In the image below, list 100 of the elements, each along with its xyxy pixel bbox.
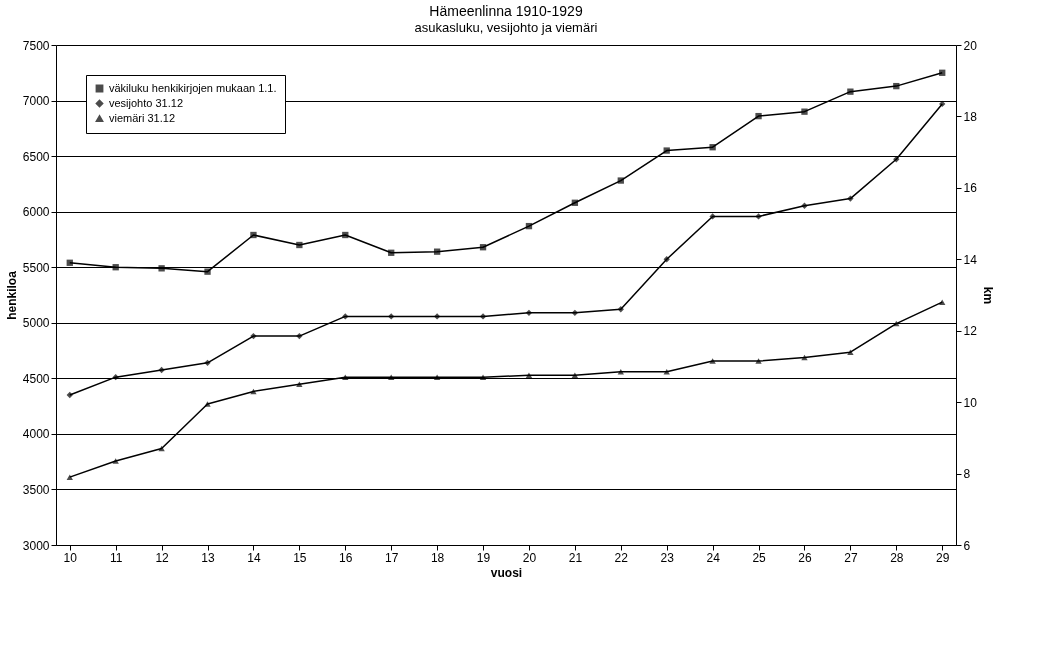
x-tick-label: 18 bbox=[430, 550, 445, 565]
point bbox=[388, 313, 395, 320]
point bbox=[479, 313, 487, 320]
point bbox=[847, 88, 854, 95]
chart-subtitle: asukasluku, vesijohto ja viemäri bbox=[414, 20, 598, 35]
point bbox=[250, 388, 257, 395]
point bbox=[158, 265, 165, 272]
x-tick-label: 19 bbox=[476, 550, 491, 565]
y-tick-label: 4500 bbox=[22, 371, 50, 386]
point bbox=[112, 458, 119, 464]
x-tick-label: 13 bbox=[201, 550, 216, 565]
point bbox=[709, 213, 716, 220]
y-tick-label: 5000 bbox=[22, 316, 50, 331]
x-tick-label: 16 bbox=[339, 550, 353, 565]
point bbox=[388, 249, 395, 256]
point bbox=[204, 359, 211, 367]
point bbox=[433, 313, 441, 320]
point bbox=[204, 401, 211, 407]
point bbox=[112, 264, 119, 271]
point bbox=[709, 144, 716, 151]
y-tick-label: 3000 bbox=[22, 538, 50, 553]
x-tick-label: 22 bbox=[614, 550, 629, 565]
point bbox=[342, 313, 349, 320]
x-tick-label: 29 bbox=[936, 550, 950, 565]
y-tick-label: 7500 bbox=[22, 38, 50, 53]
point bbox=[571, 309, 579, 317]
x-tick-label: 27 bbox=[844, 550, 858, 565]
point bbox=[617, 369, 624, 375]
chart-title: Hämeenlinna 1910-1929 bbox=[429, 3, 583, 19]
legend-label: viemäri 31.12 bbox=[109, 111, 176, 124]
x-tick-label: 20 bbox=[522, 550, 537, 565]
point bbox=[663, 369, 670, 375]
y-tick-label: 4000 bbox=[22, 427, 50, 442]
point bbox=[939, 299, 946, 305]
point bbox=[158, 445, 165, 452]
point bbox=[617, 306, 624, 313]
x-tick-label: 10 bbox=[63, 550, 78, 565]
x-tick-label: 11 bbox=[109, 550, 123, 565]
point bbox=[939, 100, 946, 108]
point bbox=[525, 372, 533, 379]
point bbox=[433, 374, 441, 380]
point bbox=[755, 112, 762, 120]
point bbox=[204, 268, 211, 275]
point bbox=[66, 391, 73, 399]
y2-tick-label: 6 bbox=[963, 538, 971, 553]
point bbox=[801, 202, 808, 209]
point bbox=[571, 199, 579, 206]
y2-tick-label: 12 bbox=[963, 324, 978, 339]
x-axis-title: vuosi bbox=[490, 565, 523, 580]
point bbox=[525, 222, 533, 230]
x-tick-label: 28 bbox=[890, 550, 904, 565]
point bbox=[801, 108, 808, 115]
y-axis-title: henkiloa bbox=[4, 270, 19, 320]
point bbox=[66, 474, 73, 480]
point bbox=[893, 156, 900, 163]
point bbox=[112, 373, 119, 381]
point bbox=[847, 195, 854, 202]
y-tick-label: 6500 bbox=[22, 149, 50, 164]
x-tick-label: 14 bbox=[247, 550, 261, 565]
point bbox=[250, 332, 257, 340]
point bbox=[479, 374, 487, 380]
y2-tick-label: 10 bbox=[963, 395, 978, 410]
y2-tick-label: 20 bbox=[963, 38, 978, 53]
x-tick-label: 26 bbox=[798, 550, 812, 565]
y-tick-label: 6000 bbox=[22, 205, 50, 220]
point bbox=[663, 147, 670, 154]
point bbox=[893, 82, 900, 90]
x-tick-label: 17 bbox=[385, 550, 399, 565]
point bbox=[388, 374, 395, 380]
point bbox=[571, 372, 579, 379]
y2-tick-label: 8 bbox=[963, 467, 971, 482]
y2-tick-label: 16 bbox=[963, 181, 978, 196]
point bbox=[433, 248, 441, 255]
point bbox=[939, 69, 946, 76]
legend-label: vesijohto 31.12 bbox=[109, 96, 183, 109]
y2-tick-label: 14 bbox=[963, 252, 978, 267]
point bbox=[296, 241, 303, 249]
point bbox=[801, 354, 808, 361]
point bbox=[250, 231, 257, 239]
point bbox=[755, 213, 762, 220]
y2-axis-title: km bbox=[980, 286, 995, 305]
point bbox=[709, 358, 716, 364]
point bbox=[525, 309, 533, 317]
point bbox=[617, 177, 624, 184]
x-tick-label: 21 bbox=[568, 550, 583, 565]
point bbox=[342, 231, 349, 239]
x-tick-label: 12 bbox=[155, 550, 170, 565]
point bbox=[847, 349, 854, 355]
point bbox=[66, 259, 73, 266]
x-tick-label: 24 bbox=[706, 550, 721, 565]
x-tick-label: 15 bbox=[293, 550, 307, 565]
point bbox=[479, 244, 487, 251]
y-tick-label: 3500 bbox=[22, 482, 50, 497]
point bbox=[755, 358, 762, 364]
y-tick-label: 5500 bbox=[22, 260, 50, 275]
point bbox=[158, 366, 165, 374]
y-tick-label: 7000 bbox=[22, 94, 50, 109]
point bbox=[342, 374, 349, 380]
point bbox=[296, 381, 303, 388]
point bbox=[296, 332, 303, 340]
